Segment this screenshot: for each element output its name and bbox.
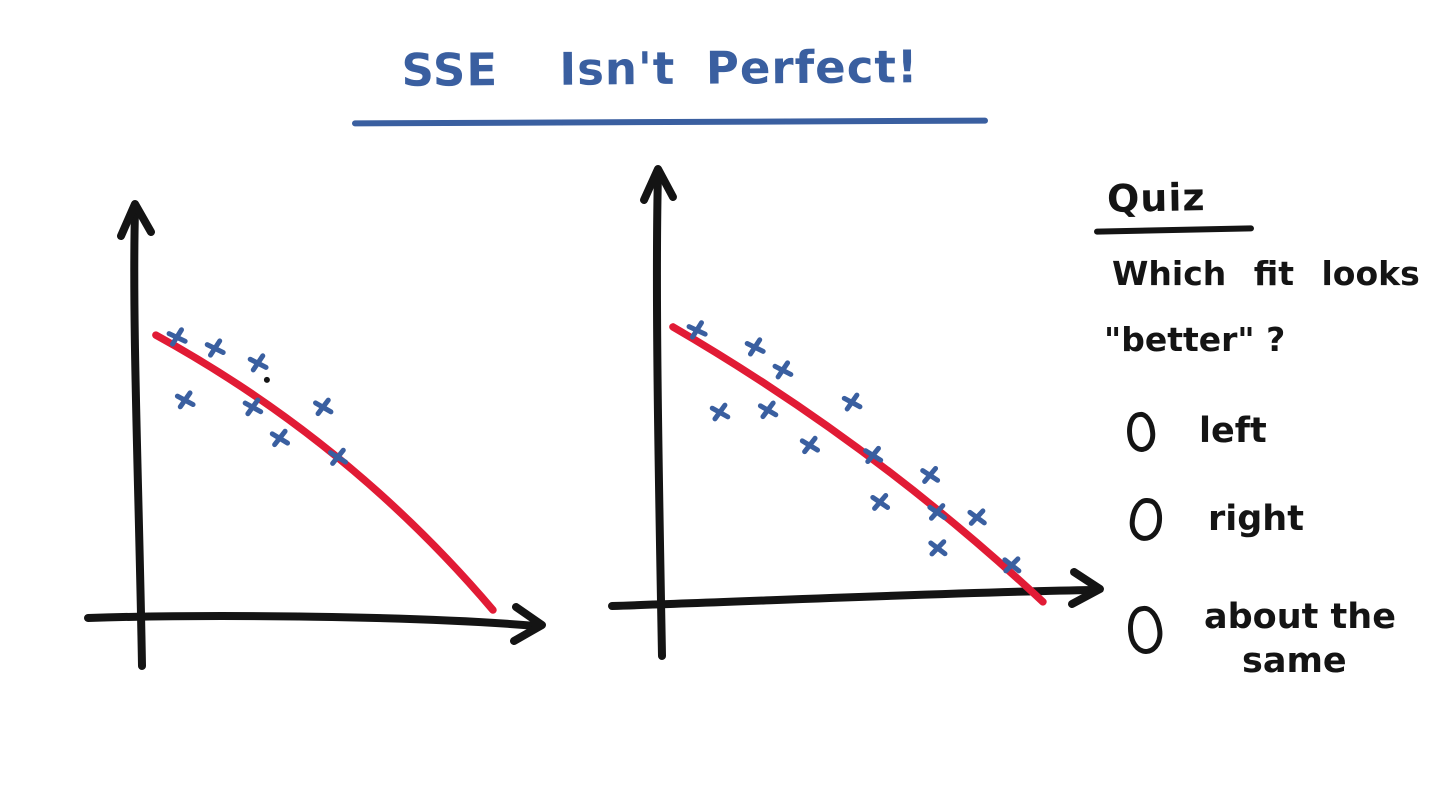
y-axis [130,206,146,670]
data-point [242,397,264,417]
y-axis-arrowhead [117,200,155,240]
data-point [927,503,947,521]
option-label-right: right [1208,499,1304,539]
radio-circle-about-the-same[interactable] [1124,603,1166,657]
data-point [313,397,334,417]
quiz-question-line2: "better" ? [1104,320,1286,359]
data-point [841,392,863,412]
option-label-left: left [1199,411,1267,451]
quiz-heading: Quiz [1106,175,1206,221]
data-point [174,390,196,410]
radio-option-right[interactable]: right [1128,497,1304,543]
radio-option-about-the-same[interactable]: about the same [1124,596,1396,684]
data-point [709,402,731,422]
data-point [799,435,821,455]
data-point [204,338,226,358]
right-plot [608,165,1104,660]
x-axis-arrowhead [510,603,546,645]
data-point [686,320,708,340]
radio-circle-left[interactable] [1124,410,1158,454]
data-point [928,539,948,557]
option-label-same: same [1242,640,1347,681]
data-point [920,465,941,484]
data-point [269,428,291,448]
stray-ink-dot [263,376,270,383]
fit-line [152,331,497,614]
data-point [870,493,891,511]
data-point [166,327,188,347]
data-point [247,353,269,373]
radio-circle-right[interactable] [1128,497,1164,543]
data-point [863,445,884,465]
page-title: SSE Isn't Perfect! [401,40,919,97]
data-point [967,508,987,526]
data-point [327,447,349,466]
left-plot [84,200,546,670]
x-axis [608,586,1098,610]
data-point [1002,556,1022,574]
x-axis-arrowhead [1068,568,1104,608]
data-point [757,400,779,420]
data-point [744,337,766,357]
y-axis-arrowhead [640,165,677,204]
fit-line [669,323,1047,606]
x-axis [84,612,540,630]
option-label-about-the: about the [1204,597,1396,637]
title-underline [351,117,989,127]
data-point [772,360,794,380]
y-axis [652,169,666,660]
quiz-question-line1: Which fit looks [1112,254,1420,293]
radio-option-left[interactable]: left [1124,410,1267,454]
